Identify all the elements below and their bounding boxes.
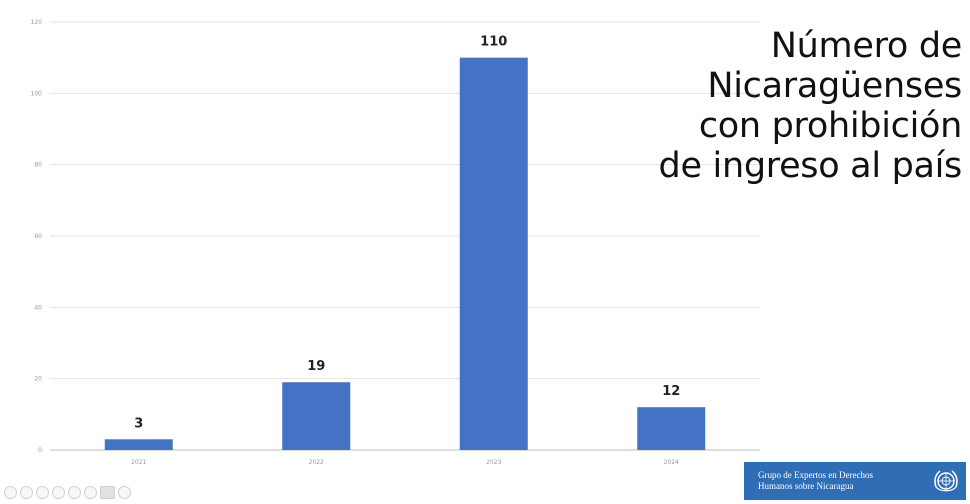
bar — [104, 439, 173, 450]
toolbar-icon[interactable] — [68, 486, 81, 499]
toolbar-icon[interactable] — [84, 486, 97, 499]
toolbar-icon[interactable] — [4, 486, 17, 499]
y-tick-label: 80 — [34, 162, 42, 169]
y-tick-label: 0 — [38, 447, 42, 454]
y-tick-label: 60 — [34, 233, 42, 240]
toolbar-icon[interactable] — [36, 486, 49, 499]
data-label: 12 — [662, 384, 680, 399]
x-axis-ticks: 2021 2022 2023 2024 — [131, 459, 679, 466]
chart-title-line: Número de — [770, 26, 963, 66]
data-label: 3 — [134, 416, 143, 431]
organization-name-line: Grupo de Expertos en Derechos — [758, 470, 873, 480]
x-tick-label: 2024 — [664, 459, 679, 466]
gridlines — [50, 21, 760, 451]
data-labels: 3 19 110 12 — [134, 35, 680, 432]
x-tick-label: 2022 — [309, 459, 324, 466]
bar — [282, 382, 351, 450]
data-label: 110 — [480, 35, 507, 50]
organization-logo: Grupo de Expertos en Derechos Humanos so… — [744, 462, 966, 500]
data-label: 19 — [307, 359, 325, 374]
chart-title-line: con prohibición — [698, 106, 962, 146]
organization-name: Grupo de Expertos en Derechos Humanos so… — [758, 470, 928, 492]
y-tick-label: 40 — [34, 304, 42, 311]
chart-title: Número de Nicaragüenses con prohibición … — [632, 26, 963, 186]
bars — [104, 57, 706, 451]
chart-title-line: Nicaragüenses — [707, 66, 962, 106]
un-emblem-icon — [934, 470, 958, 492]
toolbar-icon[interactable] — [20, 486, 33, 499]
x-tick-label: 2023 — [486, 459, 501, 466]
y-axis-ticks: 0 20 40 60 80 100 120 — [31, 19, 43, 454]
organization-name-line: Humanos sobre Nicaragua — [758, 481, 854, 491]
x-tick-label: 2021 — [131, 459, 146, 466]
bar — [459, 57, 528, 451]
toolbar-icon[interactable] — [100, 486, 115, 499]
presentation-toolbar — [4, 486, 131, 499]
toolbar-icon[interactable] — [52, 486, 65, 499]
y-tick-label: 20 — [34, 376, 42, 383]
bar — [637, 407, 706, 450]
chart-title-line: de ingreso al país — [658, 146, 963, 186]
y-tick-label: 120 — [31, 19, 43, 26]
toolbar-icon[interactable] — [118, 486, 131, 499]
y-tick-label: 100 — [31, 90, 43, 97]
